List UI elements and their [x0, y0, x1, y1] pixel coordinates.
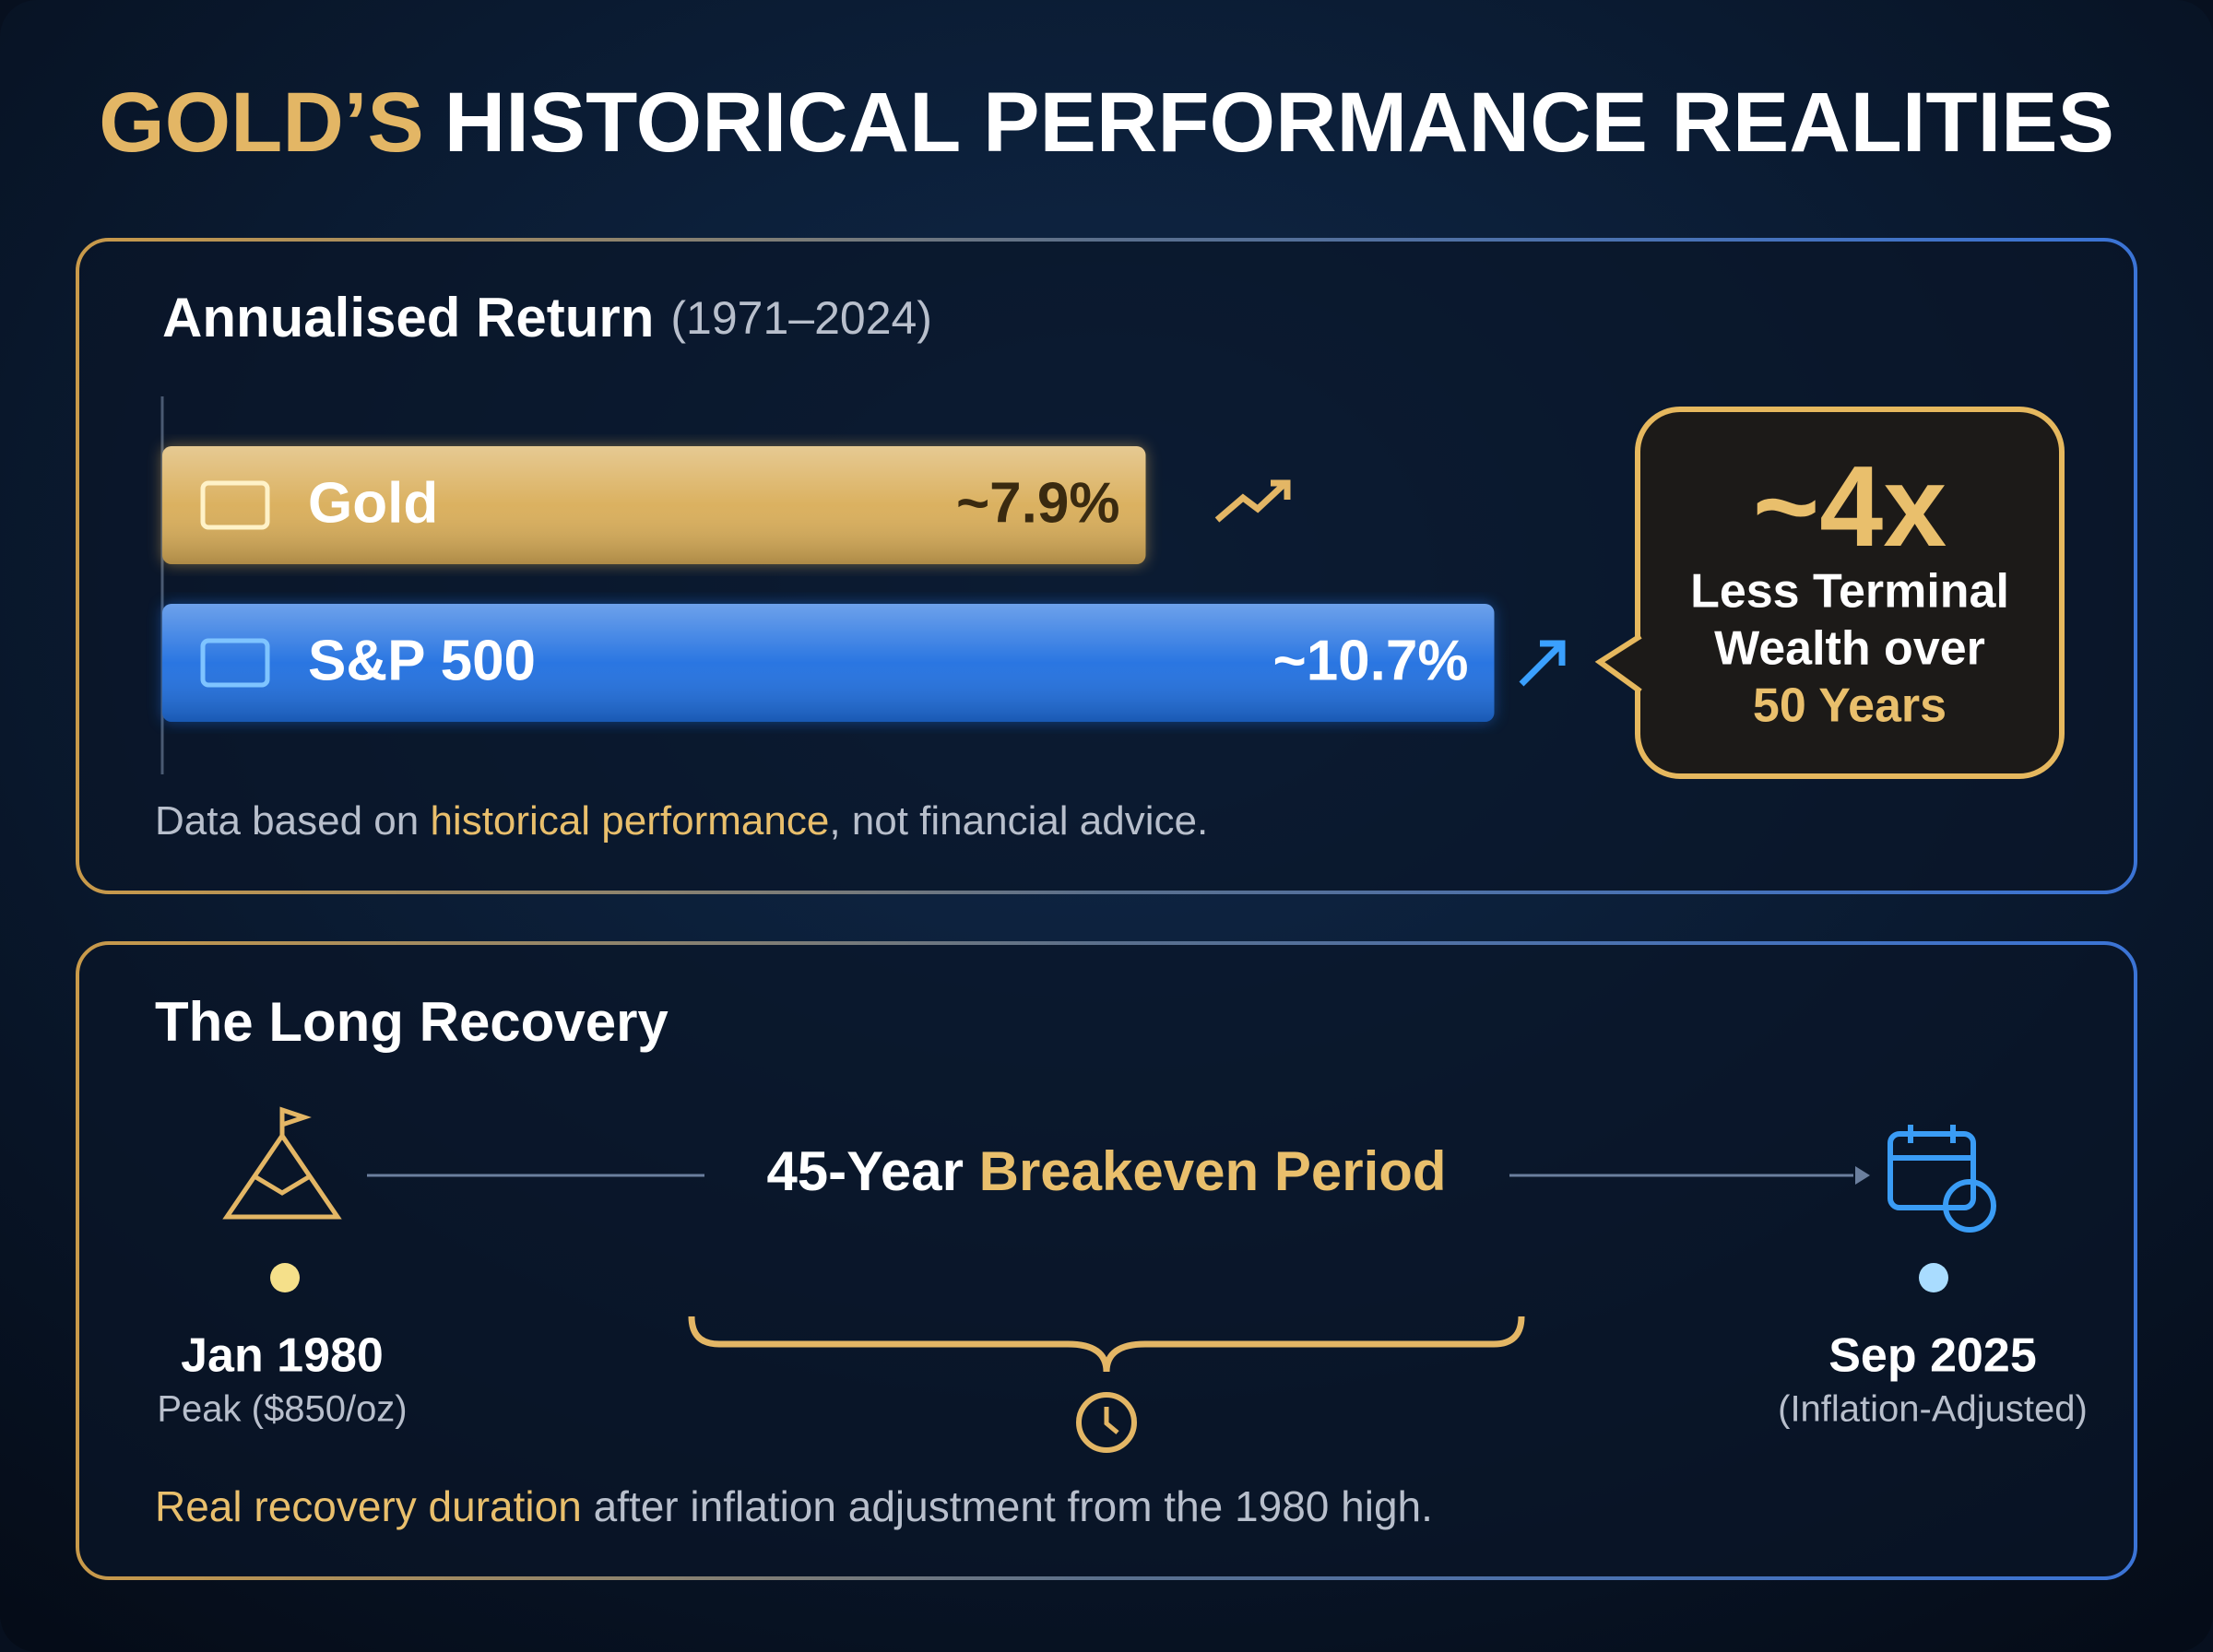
bar-category: Gold — [308, 471, 438, 535]
chart-title: Annualised Return — [162, 287, 654, 348]
footnote-highlight: historical performance — [430, 798, 829, 844]
bar-sheen — [162, 604, 1495, 722]
callout-headline: ~4x — [1753, 443, 1947, 571]
mountain-icon — [222, 1106, 342, 1220]
calendar-icon — [1888, 1125, 1996, 1233]
period-highlight: Breakeven Period — [979, 1140, 1447, 1202]
recovery-footnote: Real recovery duration after inflation a… — [155, 1482, 1433, 1530]
title-highlight: GOLD’S — [99, 76, 424, 170]
bar-icon — [200, 638, 270, 688]
period-text: 45-Year — [766, 1140, 978, 1202]
bar-group: Gold ~7.9% S&P 500 ~10.7% — [162, 446, 1495, 722]
gold-trend-icon — [1214, 479, 1291, 523]
recovery-panel — [76, 941, 2137, 1580]
recovery-heading: The Long Recovery — [155, 991, 669, 1053]
callout-line: Wealth over — [1714, 622, 1985, 676]
sp-trend-icon — [1519, 640, 1566, 687]
callout-pointer — [1594, 633, 1642, 694]
brace — [688, 1316, 1525, 1373]
end-dot — [1919, 1263, 1948, 1292]
callout-highlight: 50 Years — [1753, 679, 1947, 733]
bar-value-label: ~7.9% — [956, 471, 1120, 535]
page-title: GOLD’S HISTORICAL PERFORMANCE REALITIES — [99, 76, 2114, 170]
arrow-head — [1855, 1166, 1870, 1185]
end-note: (Inflation-Adjusted) — [1778, 1389, 2088, 1430]
bar-icon — [200, 480, 270, 530]
end-date: Sep 2025 — [1828, 1329, 2037, 1383]
clock-hands — [1104, 1407, 1119, 1434]
start-dot — [270, 1263, 300, 1292]
chart-subtitle: (1971–2024) — [670, 292, 932, 344]
returns-heading: Annualised Return (1971–2024) — [162, 287, 932, 348]
bar-sheen — [162, 446, 1146, 564]
start-note: Peak ($850/oz) — [157, 1389, 407, 1430]
clock-icon — [1076, 1392, 1137, 1453]
period-label: 45-Year Breakeven Period — [766, 1140, 1446, 1202]
callout-box — [1635, 407, 2065, 779]
footnote-text: after inflation adjustment from the 1980… — [582, 1482, 1433, 1530]
callout-line: Less Terminal — [1690, 565, 2009, 619]
footnote-text: , not financial advice. — [829, 798, 1208, 844]
footnote-text: Data based on — [155, 798, 430, 844]
footnote-highlight: Real recovery duration — [155, 1482, 582, 1530]
returns-panel — [76, 238, 2137, 894]
returns-footnote: Data based on historical performance, no… — [155, 798, 1208, 844]
bar-value-label: ~10.7% — [1272, 629, 1468, 692]
start-date: Jan 1980 — [181, 1329, 384, 1383]
bar-category: S&P 500 — [308, 629, 536, 692]
title-rest: HISTORICAL PERFORMANCE REALITIES — [444, 76, 2114, 170]
